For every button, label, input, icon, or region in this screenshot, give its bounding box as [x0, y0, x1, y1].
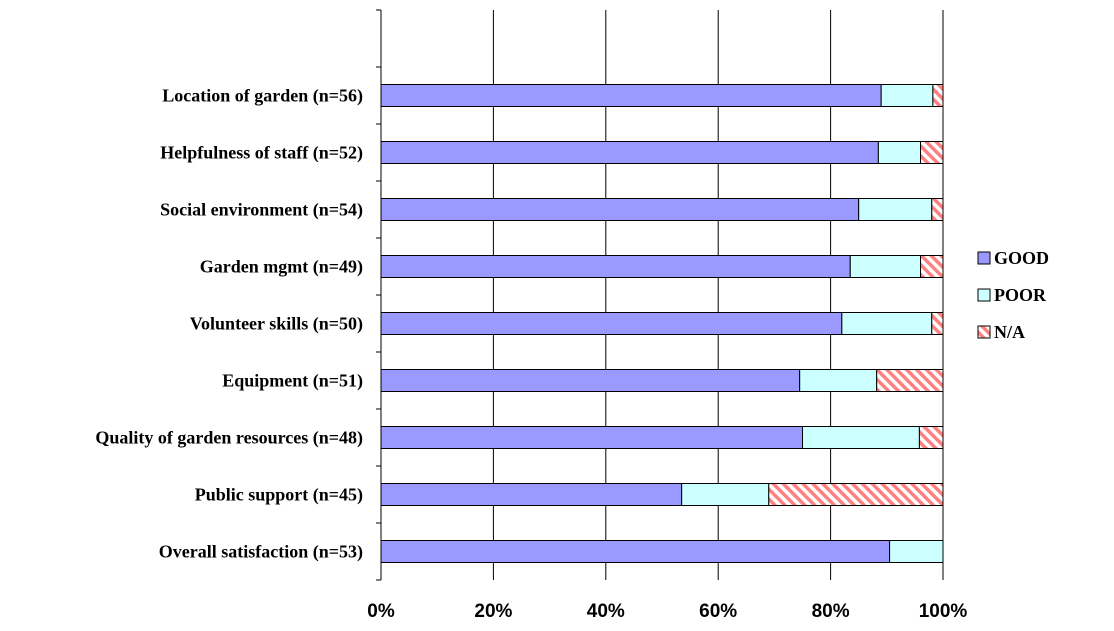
- category-label-volunteer-skills-n-50: Volunteer skills (n=50): [190, 314, 363, 335]
- bar-poor-public-support-n-45: [681, 483, 770, 506]
- x-tick-label-0: 0%: [367, 601, 395, 622]
- axes: [376, 9, 382, 581]
- bar-n-a-location-of-garden-n-56: [932, 84, 944, 107]
- legend-swatch-poor: [977, 288, 991, 302]
- category-label-quality-of-garden-resources-n-48: Quality of garden resources (n=48): [95, 428, 363, 449]
- bar-good-garden-mgmt-n-49: [380, 255, 851, 278]
- bar-poor-garden-mgmt-n-49: [849, 255, 922, 278]
- legend-swatch-good: [977, 251, 991, 265]
- bar-good-equipment-n-51: [380, 369, 801, 392]
- category-label-helpfulness-of-staff-n-52: Helpfulness of staff (n=52): [160, 143, 363, 164]
- x-tick-label-60: 60%: [699, 601, 737, 622]
- bar-n-a-garden-mgmt-n-49: [920, 255, 944, 278]
- category-label-public-support-n-45: Public support (n=45): [195, 485, 363, 506]
- category-labels: Location of garden (n=56) Helpfulness of …: [95, 86, 363, 563]
- category-label-equipment-n-51: Equipment (n=51): [222, 371, 363, 392]
- bar-n-a-volunteer-skills-n-50: [931, 312, 944, 335]
- bar-poor-quality-of-garden-resources-n-48: [802, 426, 920, 449]
- x-tick-label-40: 40%: [587, 601, 625, 622]
- legend-label-poor: POOR: [994, 285, 1047, 305]
- bar-poor-overall-satisfaction-n-53: [889, 540, 944, 563]
- category-label-overall-satisfaction-n-53: Overall satisfaction (n=53): [159, 542, 363, 563]
- x-tick-labels: 0% 20% 40% 60% 80% 100%: [367, 601, 967, 622]
- bar-good-helpfulness-of-staff-n-52: [380, 141, 879, 164]
- bar-n-a-helpfulness-of-staff-n-52: [920, 141, 944, 164]
- bar-poor-equipment-n-51: [799, 369, 878, 392]
- bars: [380, 84, 944, 563]
- category-label-location-of-garden-n-56: Location of garden (n=56): [162, 86, 363, 107]
- bar-good-social-environment-n-54: [380, 198, 860, 221]
- bar-good-location-of-garden-n-56: [380, 84, 882, 107]
- bar-good-quality-of-garden-resources-n-48: [380, 426, 803, 449]
- bar-poor-helpfulness-of-staff-n-52: [877, 141, 922, 164]
- legend: GOOD POOR N/A: [977, 248, 1049, 342]
- bar-n-a-equipment-n-51: [876, 369, 944, 392]
- x-tick-label-20: 20%: [474, 601, 512, 622]
- bar-good-volunteer-skills-n-50: [380, 312, 843, 335]
- x-tick-label-100: 100%: [919, 601, 968, 622]
- bar-n-a-social-environment-n-54: [931, 198, 944, 221]
- bar-poor-volunteer-skills-n-50: [841, 312, 933, 335]
- bar-poor-location-of-garden-n-56: [880, 84, 934, 107]
- legend-label-good: GOOD: [994, 248, 1049, 268]
- bar-good-public-support-n-45: [380, 483, 683, 506]
- bar-good-overall-satisfaction-n-53: [380, 540, 891, 563]
- legend-label-n-a: N/A: [994, 322, 1025, 342]
- x-tick-label-80: 80%: [812, 601, 850, 622]
- bar-poor-social-environment-n-54: [858, 198, 933, 221]
- category-label-garden-mgmt-n-49: Garden mgmt (n=49): [200, 257, 363, 278]
- legend-swatch-n-a: [977, 325, 991, 339]
- bar-n-a-public-support-n-45: [768, 483, 944, 506]
- bar-n-a-quality-of-garden-resources-n-48: [918, 426, 944, 449]
- category-label-social-environment-n-54: Social environment (n=54): [160, 200, 363, 221]
